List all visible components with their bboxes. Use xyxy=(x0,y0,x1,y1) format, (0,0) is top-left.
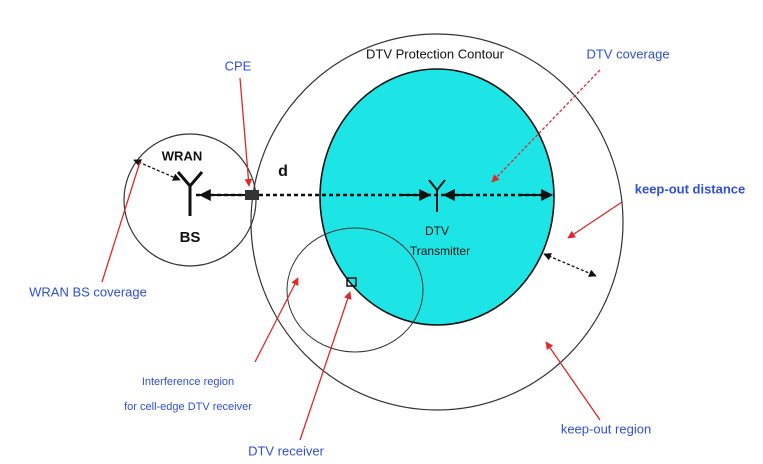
cpe-device xyxy=(245,190,259,200)
label: DTV Protection Contour xyxy=(366,46,505,61)
label: Interference region xyxy=(142,376,234,388)
pointer xyxy=(491,69,601,183)
label: DTV coverage xyxy=(586,46,669,61)
label: keep-out distance xyxy=(635,181,746,196)
label: CPE xyxy=(225,58,252,73)
coverage-arrow xyxy=(133,159,181,181)
pointer xyxy=(101,161,141,283)
label: Transmitter xyxy=(410,244,470,258)
pointer xyxy=(254,277,299,363)
label: WRAN BS coverage xyxy=(29,284,147,299)
interference-region xyxy=(286,227,424,353)
label: WRAN xyxy=(162,148,202,163)
dtv-antenna xyxy=(428,179,446,212)
protection-contour xyxy=(250,33,624,411)
label: keep-out region xyxy=(561,421,651,436)
pointer xyxy=(239,77,253,187)
bs-antenna xyxy=(176,171,204,216)
pointer xyxy=(545,341,601,421)
distance-arrow xyxy=(543,253,597,277)
label: d xyxy=(278,163,288,180)
dtv-receiver-device xyxy=(346,277,357,287)
pointer xyxy=(299,291,352,441)
label: DTV xyxy=(425,224,449,238)
label: for cell-edge DTV receiver xyxy=(124,401,252,413)
pointer xyxy=(567,201,623,239)
label: BS xyxy=(180,229,201,246)
label: DTV receiver xyxy=(248,443,325,458)
